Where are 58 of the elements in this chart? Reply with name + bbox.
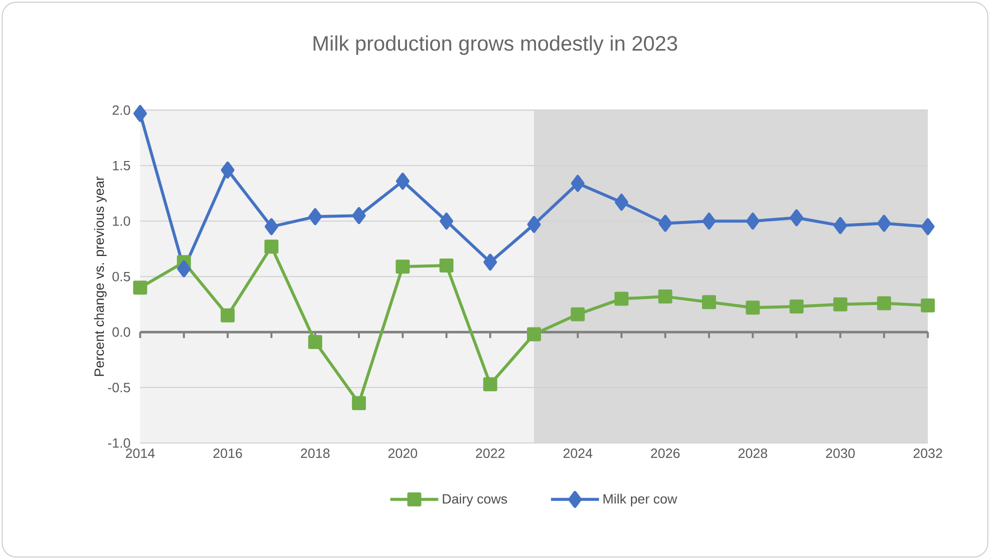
point <box>614 292 629 306</box>
point <box>527 216 541 233</box>
point <box>396 172 410 190</box>
point <box>440 212 454 230</box>
point <box>702 212 716 230</box>
point <box>614 194 628 211</box>
point <box>133 104 147 122</box>
point <box>877 296 892 310</box>
point <box>921 218 935 236</box>
y-tick-label: 1.5 <box>112 160 130 170</box>
point <box>526 327 541 342</box>
x-tick-label: 2018 <box>300 448 330 458</box>
y-tick-label: -0.5 <box>108 382 130 392</box>
point <box>439 258 454 272</box>
point <box>833 297 848 312</box>
y-axis-title: Percent change vs. previous year <box>94 176 107 376</box>
point <box>396 260 410 274</box>
y-tick-label: 0.0 <box>112 327 130 337</box>
point <box>658 214 672 232</box>
x-tick-label: 2020 <box>388 448 418 458</box>
point <box>220 161 234 178</box>
point <box>133 280 148 295</box>
x-tick-label: 2030 <box>826 448 855 458</box>
point <box>264 240 278 254</box>
point <box>264 218 278 236</box>
point <box>571 174 584 192</box>
x-tick-label: 2026 <box>650 448 680 458</box>
y-tick-label: 0.5 <box>112 272 130 282</box>
point <box>790 209 804 226</box>
y-tick-label: 1.0 <box>112 216 130 226</box>
x-tick-label: 2014 <box>126 448 155 458</box>
point <box>308 208 322 226</box>
point <box>658 289 672 304</box>
point <box>834 216 848 234</box>
x-tick-label: 2028 <box>738 448 768 458</box>
legend-label: Dairy cows <box>442 494 508 506</box>
point <box>702 295 716 310</box>
chart-title: Milk production grows modestly in 2023 <box>314 35 678 55</box>
x-tick-label: 2024 <box>563 448 592 458</box>
x-tick-label: 2022 <box>476 448 505 458</box>
point <box>308 334 322 349</box>
point <box>746 212 760 230</box>
point <box>483 377 498 392</box>
point <box>790 299 804 314</box>
point <box>746 300 760 315</box>
point <box>352 396 366 410</box>
y-tick-label: 2.0 <box>112 105 130 115</box>
x-tick-label: 2032 <box>914 448 942 458</box>
x-tick-label: 2016 <box>213 448 242 458</box>
point <box>877 214 891 232</box>
legend-label: Milk per cow <box>604 494 678 506</box>
point <box>570 307 585 322</box>
point <box>220 308 235 322</box>
y-tick-label: -1.0 <box>108 438 130 448</box>
point <box>352 206 366 224</box>
point <box>483 254 497 271</box>
point <box>920 298 935 312</box>
point <box>177 260 191 278</box>
